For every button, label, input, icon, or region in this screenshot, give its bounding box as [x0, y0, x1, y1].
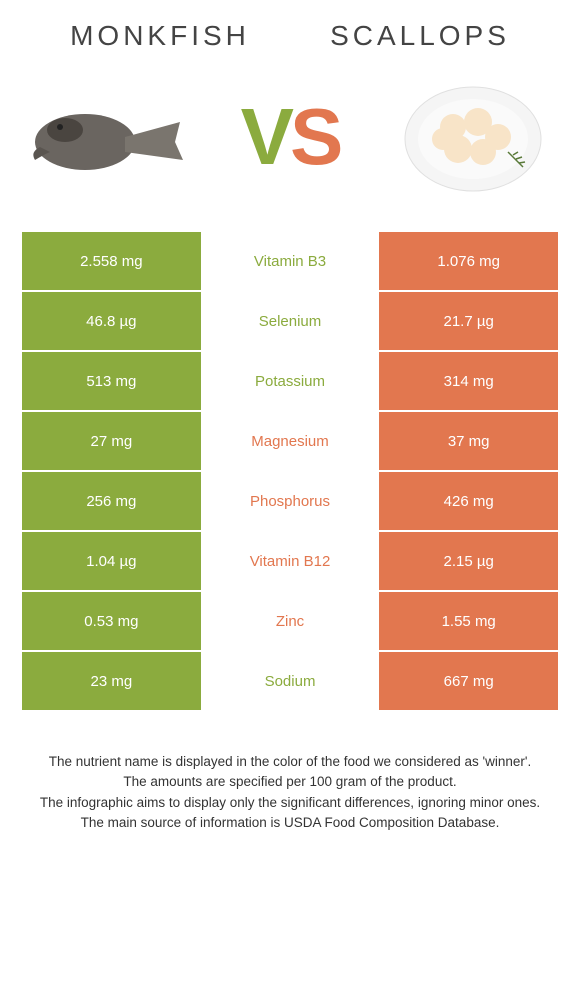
right-value: 426 mg — [379, 472, 558, 530]
left-value: 23 mg — [22, 652, 201, 710]
right-value: 21.7 µg — [379, 292, 558, 350]
right-value: 1.076 mg — [379, 232, 558, 290]
left-value: 1.04 µg — [22, 532, 201, 590]
footer-notes: The nutrient name is displayed in the co… — [0, 712, 580, 833]
left-value: 0.53 mg — [22, 592, 201, 650]
left-food-title: MONKFISH — [30, 20, 290, 52]
nutrient-name: Vitamin B12 — [201, 532, 380, 590]
vs-s: S — [290, 92, 339, 181]
nutrient-table: 2.558 mgVitamin B31.076 mg46.8 µgSeleniu… — [22, 232, 558, 710]
right-food-title: SCALLOPS — [290, 20, 550, 52]
footer-line: The infographic aims to display only the… — [30, 793, 550, 813]
table-row: 46.8 µgSelenium21.7 µg — [22, 292, 558, 350]
images-row: VS — [0, 62, 580, 232]
table-row: 1.04 µgVitamin B122.15 µg — [22, 532, 558, 590]
left-value: 513 mg — [22, 352, 201, 410]
left-value: 256 mg — [22, 472, 201, 530]
vs-v: V — [241, 92, 290, 181]
table-row: 256 mgPhosphorus426 mg — [22, 472, 558, 530]
right-value: 37 mg — [379, 412, 558, 470]
nutrient-name: Magnesium — [201, 412, 380, 470]
footer-line: The amounts are specified per 100 gram o… — [30, 772, 550, 792]
right-value: 314 mg — [379, 352, 558, 410]
vs-label: VS — [241, 91, 340, 183]
nutrient-name: Sodium — [201, 652, 380, 710]
table-row: 27 mgMagnesium37 mg — [22, 412, 558, 470]
left-value: 46.8 µg — [22, 292, 201, 350]
right-value: 2.15 µg — [379, 532, 558, 590]
nutrient-name: Vitamin B3 — [201, 232, 380, 290]
footer-line: The main source of information is USDA F… — [30, 813, 550, 833]
table-row: 2.558 mgVitamin B31.076 mg — [22, 232, 558, 290]
monkfish-image — [25, 72, 190, 202]
table-row: 0.53 mgZinc1.55 mg — [22, 592, 558, 650]
nutrient-name: Zinc — [201, 592, 380, 650]
nutrient-name: Potassium — [201, 352, 380, 410]
table-row: 513 mgPotassium314 mg — [22, 352, 558, 410]
scallops-image — [390, 72, 555, 202]
table-row: 23 mgSodium667 mg — [22, 652, 558, 710]
nutrient-name: Phosphorus — [201, 472, 380, 530]
header: MONKFISH SCALLOPS — [0, 0, 580, 62]
footer-line: The nutrient name is displayed in the co… — [30, 752, 550, 772]
left-value: 2.558 mg — [22, 232, 201, 290]
nutrient-name: Selenium — [201, 292, 380, 350]
left-value: 27 mg — [22, 412, 201, 470]
right-value: 1.55 mg — [379, 592, 558, 650]
right-value: 667 mg — [379, 652, 558, 710]
